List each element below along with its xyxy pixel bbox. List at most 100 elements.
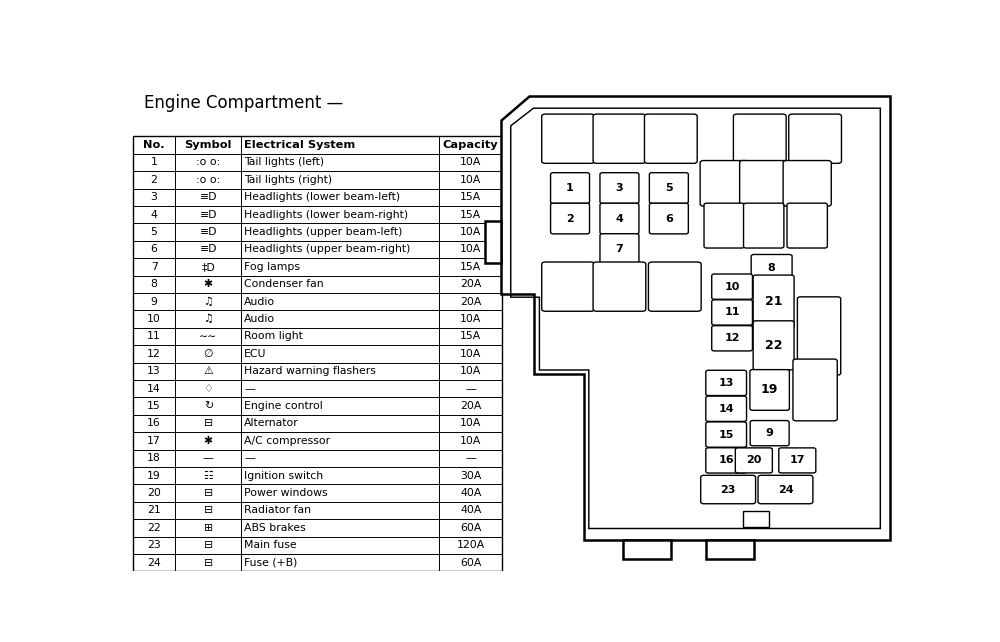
Text: ≡D: ≡D <box>200 245 217 254</box>
FancyBboxPatch shape <box>753 275 794 328</box>
Text: 15A: 15A <box>460 210 481 220</box>
Text: 10A: 10A <box>460 436 481 446</box>
Text: Fog lamps: Fog lamps <box>244 262 300 272</box>
Text: ≡D: ≡D <box>200 192 217 202</box>
Bar <box>133 136 502 571</box>
Text: ✱: ✱ <box>204 436 213 446</box>
Text: 10A: 10A <box>460 227 481 237</box>
Text: ♫: ♫ <box>203 297 213 307</box>
Text: Ignition switch: Ignition switch <box>244 471 323 481</box>
Text: Alternator: Alternator <box>244 419 299 428</box>
Text: 6: 6 <box>665 214 673 223</box>
Text: ⊟: ⊟ <box>204 541 213 550</box>
Text: 10A: 10A <box>460 419 481 428</box>
Text: ⊟: ⊟ <box>204 419 213 428</box>
Text: 6: 6 <box>151 245 158 254</box>
FancyBboxPatch shape <box>600 234 639 265</box>
Text: 15A: 15A <box>460 262 481 272</box>
Text: 120A: 120A <box>457 541 485 550</box>
FancyBboxPatch shape <box>600 204 639 234</box>
FancyBboxPatch shape <box>700 160 748 206</box>
Text: 3: 3 <box>151 192 158 202</box>
FancyBboxPatch shape <box>753 321 794 370</box>
FancyBboxPatch shape <box>706 422 747 447</box>
FancyBboxPatch shape <box>712 274 752 299</box>
Text: Headlights (lower beam-left): Headlights (lower beam-left) <box>244 192 400 202</box>
FancyBboxPatch shape <box>648 262 701 311</box>
FancyBboxPatch shape <box>551 173 590 204</box>
Text: ✱: ✱ <box>204 279 213 290</box>
Text: 10: 10 <box>147 314 161 324</box>
Text: 19: 19 <box>147 471 161 481</box>
Text: 17: 17 <box>790 455 805 465</box>
FancyBboxPatch shape <box>593 262 646 311</box>
Text: 30A: 30A <box>460 471 481 481</box>
Text: —: — <box>203 453 214 464</box>
Text: Symbol: Symbol <box>185 140 232 150</box>
Text: 23: 23 <box>720 485 736 494</box>
Text: 20: 20 <box>147 488 161 498</box>
FancyBboxPatch shape <box>551 204 590 234</box>
FancyBboxPatch shape <box>740 160 788 206</box>
Text: ♢: ♢ <box>203 384 213 394</box>
Text: —: — <box>244 453 255 464</box>
Text: 7: 7 <box>616 244 623 254</box>
Text: 3: 3 <box>616 183 623 193</box>
Text: 15: 15 <box>147 401 161 411</box>
FancyBboxPatch shape <box>706 396 747 421</box>
Text: Main fuse: Main fuse <box>244 541 297 550</box>
Text: ‡D: ‡D <box>201 262 215 272</box>
Polygon shape <box>623 540 671 559</box>
Text: 20A: 20A <box>460 297 481 307</box>
FancyBboxPatch shape <box>712 325 752 351</box>
FancyBboxPatch shape <box>644 114 697 163</box>
Text: 9: 9 <box>766 428 774 438</box>
Polygon shape <box>501 96 890 540</box>
Text: 10A: 10A <box>460 175 481 185</box>
Text: ⊞: ⊞ <box>204 523 213 533</box>
Text: Headlights (upper beam-left): Headlights (upper beam-left) <box>244 227 403 237</box>
Text: 16: 16 <box>718 455 734 465</box>
Text: 40A: 40A <box>460 488 481 498</box>
Text: 40A: 40A <box>460 505 481 516</box>
Text: 20: 20 <box>746 455 762 465</box>
Text: 2: 2 <box>566 214 574 223</box>
Bar <box>743 511 769 527</box>
Text: ≡D: ≡D <box>200 227 217 237</box>
Text: 14: 14 <box>718 404 734 413</box>
FancyBboxPatch shape <box>779 448 816 473</box>
Text: 15: 15 <box>718 429 734 440</box>
FancyBboxPatch shape <box>787 203 827 248</box>
Text: Engine Compartment —: Engine Compartment — <box>144 94 344 112</box>
Text: 60A: 60A <box>460 523 481 533</box>
Text: ECU: ECU <box>244 349 267 359</box>
Text: Tail lights (right): Tail lights (right) <box>244 175 332 185</box>
FancyBboxPatch shape <box>704 203 744 248</box>
Text: 17: 17 <box>147 436 161 446</box>
Text: A/C compressor: A/C compressor <box>244 436 330 446</box>
Text: 2: 2 <box>151 175 158 185</box>
Text: Headlights (lower beam-right): Headlights (lower beam-right) <box>244 210 408 220</box>
FancyBboxPatch shape <box>706 370 747 395</box>
FancyBboxPatch shape <box>793 359 837 421</box>
Text: No.: No. <box>143 140 165 150</box>
FancyBboxPatch shape <box>750 421 789 446</box>
Text: ☷: ☷ <box>203 471 213 481</box>
Text: 24: 24 <box>147 558 161 568</box>
Text: 16: 16 <box>147 419 161 428</box>
Text: Tail lights (left): Tail lights (left) <box>244 157 324 168</box>
Text: 13: 13 <box>147 367 161 376</box>
Text: Electrical System: Electrical System <box>244 140 356 150</box>
Text: 20A: 20A <box>460 401 481 411</box>
Text: Condenser fan: Condenser fan <box>244 279 324 290</box>
Text: 10A: 10A <box>460 157 481 168</box>
Text: 23: 23 <box>147 541 161 550</box>
FancyBboxPatch shape <box>735 448 772 473</box>
Text: Power windows: Power windows <box>244 488 328 498</box>
Text: 21: 21 <box>765 295 782 308</box>
Text: ⊟: ⊟ <box>204 488 213 498</box>
Text: ≡D: ≡D <box>200 210 217 220</box>
Text: Audio: Audio <box>244 297 275 307</box>
Text: :o o:: :o o: <box>196 175 220 185</box>
Text: ⊟: ⊟ <box>204 558 213 568</box>
